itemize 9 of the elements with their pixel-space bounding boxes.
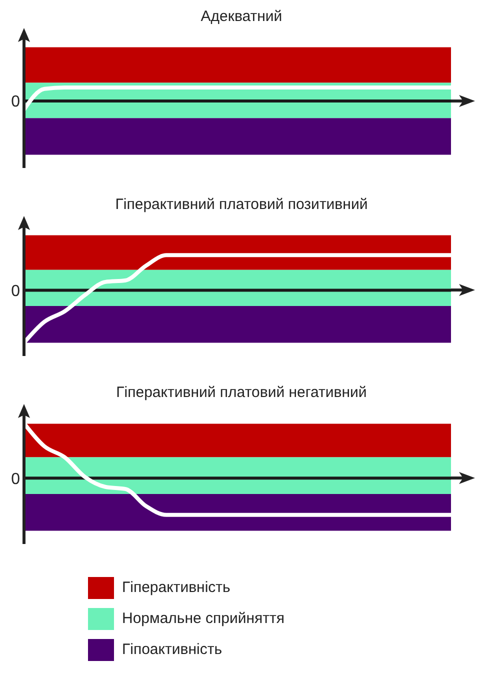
legend-label: Нормальне сприйняття [122, 610, 285, 627]
chart-title: Адекватний [200, 8, 284, 27]
ref-line-label: 0 [11, 470, 20, 488]
chart-title: Гіперактивний платовий негативний [115, 384, 368, 403]
legend-label: Гіперактивність [122, 579, 230, 596]
ref-line-label: 0 [11, 282, 20, 300]
ref-line-label: 0 [11, 94, 20, 111]
legend-label: Гіпоактивність [122, 641, 222, 658]
chart-title: Гіперактивний платовий позитивний [114, 196, 369, 215]
